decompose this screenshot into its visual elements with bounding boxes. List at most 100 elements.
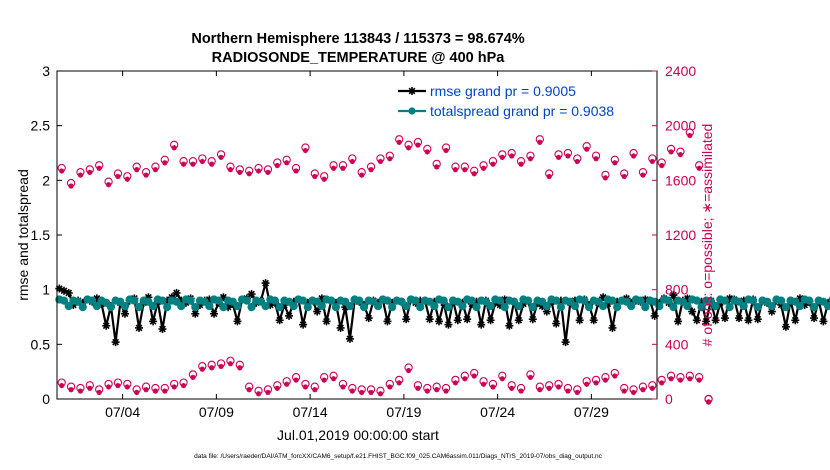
obs-assimilated-point	[274, 385, 280, 391]
obs-assimilated-point	[602, 175, 609, 181]
legend: rmse grand pr = 0.9005 totalspread grand…	[391, 77, 648, 123]
rmse-point	[753, 315, 762, 324]
totalspread-point	[345, 301, 355, 311]
totalspread-point	[214, 296, 223, 305]
totalspread-point	[655, 301, 664, 311]
obs-assimilated-point	[293, 377, 299, 383]
totalspread-point	[92, 301, 101, 311]
obs-assimilated-point	[546, 385, 552, 391]
obs-assimilated-point	[255, 391, 262, 397]
y-tick-label-left: 0	[42, 391, 50, 407]
totalspread-point	[523, 296, 533, 305]
obs-assimilated-point	[330, 376, 337, 382]
rmse-point	[608, 323, 617, 332]
obs-assimilated-point	[284, 381, 290, 387]
obs-assimilated-point	[649, 158, 655, 165]
totalspread-point	[275, 303, 284, 312]
totalspread-point	[355, 296, 364, 305]
obs-assimilated-point	[677, 377, 684, 383]
obs-assimilated-point	[527, 156, 534, 162]
obs-assimilated-point	[246, 387, 252, 393]
obs-assimilated-point	[630, 389, 637, 396]
totalspread-point	[472, 303, 481, 312]
series-obs-possible-00z-12z-	[57, 128, 713, 405]
obs-assimilated-point	[199, 366, 205, 372]
obs-assimilated-point	[59, 383, 65, 389]
obs-assimilated-point	[152, 388, 159, 394]
totalspread-point	[809, 303, 819, 312]
obs-assimilated-point	[471, 171, 477, 177]
obs-assimilated-point	[565, 388, 571, 394]
obs-assimilated-point	[190, 161, 196, 167]
obs-assimilated-point	[162, 388, 168, 394]
rmse-point	[589, 316, 598, 325]
rmse-point	[191, 309, 200, 318]
totalspread-point	[500, 303, 509, 312]
rmse-point	[345, 334, 354, 343]
series-totalspread	[55, 295, 830, 312]
totalspread-point	[134, 303, 144, 312]
totalspread-point	[289, 301, 298, 311]
totalspread-point	[720, 296, 730, 305]
obs-assimilated-point	[659, 380, 665, 386]
rmse-point	[285, 311, 294, 320]
x-tick-label: 07/29	[574, 404, 609, 420]
obs-assimilated-point	[499, 154, 505, 160]
obs-assimilated-point	[462, 376, 468, 382]
obs-assimilated-point	[312, 173, 318, 180]
obs-assimilated-point	[302, 147, 309, 154]
obs-assimilated-point	[415, 142, 421, 148]
totalspread-point	[486, 301, 495, 311]
obs-assimilated-point	[537, 387, 543, 393]
obs-assimilated-point	[462, 167, 468, 173]
obs-assimilated-point	[452, 380, 459, 386]
x-tick-label: 07/09	[199, 404, 234, 420]
rmse-point	[819, 317, 828, 326]
totalspread-point	[753, 303, 762, 312]
totalspread-point	[373, 301, 383, 311]
totalspread-point	[298, 296, 308, 305]
totalspread-point	[359, 303, 369, 312]
chart-title-line2: RADIOSONDE_TEMPERATURE @ 400 hPa	[212, 50, 506, 66]
obs-assimilated-point	[255, 168, 262, 174]
obs-assimilated-point	[434, 387, 440, 393]
rmse-point	[402, 315, 411, 324]
rmse-point	[514, 316, 523, 325]
obs-assimilated-point	[171, 145, 177, 151]
obs-assimilated-point	[180, 383, 187, 389]
totalspread-point	[781, 303, 791, 312]
totalspread-point	[636, 296, 645, 305]
totalspread-point	[556, 303, 566, 312]
obs-assimilated-point	[274, 162, 280, 169]
y-tick-label-left: 0.5	[31, 336, 51, 352]
x-axis-label: Jul.01,2019 00:00:00 start	[277, 427, 439, 443]
obs-assimilated-point	[443, 388, 449, 394]
totalspread-point	[219, 303, 228, 312]
obs-assimilated-point	[377, 158, 384, 165]
totalspread-point	[88, 296, 97, 305]
totalspread-point	[303, 303, 312, 312]
obs-assimilated-point	[574, 158, 580, 165]
rmse-point	[702, 317, 711, 326]
totalspread-point	[444, 303, 453, 312]
obs-assimilated-point	[143, 387, 149, 393]
totalspread-point	[664, 296, 673, 305]
rmse-point	[425, 315, 434, 324]
obs-assimilated-point	[87, 169, 93, 175]
obs-assimilated-point	[687, 132, 693, 139]
totalspread-point	[331, 303, 341, 312]
obs-assimilated-point	[509, 385, 515, 391]
obs-assimilated-point	[115, 173, 121, 180]
obs-assimilated-point	[152, 167, 159, 173]
totalspread-point	[148, 301, 158, 311]
obs-assimilated-point	[377, 391, 384, 397]
totalspread-point	[78, 303, 87, 312]
obs-assimilated-point	[105, 384, 112, 390]
obs-assimilated-point	[124, 384, 130, 390]
obs-assimilated-point	[218, 363, 224, 370]
obs-assimilated-point	[237, 169, 243, 175]
rmse-point	[120, 309, 129, 318]
obs-assimilated-point	[368, 167, 374, 173]
rmse-point	[261, 279, 270, 288]
obs-assimilated-point	[387, 156, 393, 162]
